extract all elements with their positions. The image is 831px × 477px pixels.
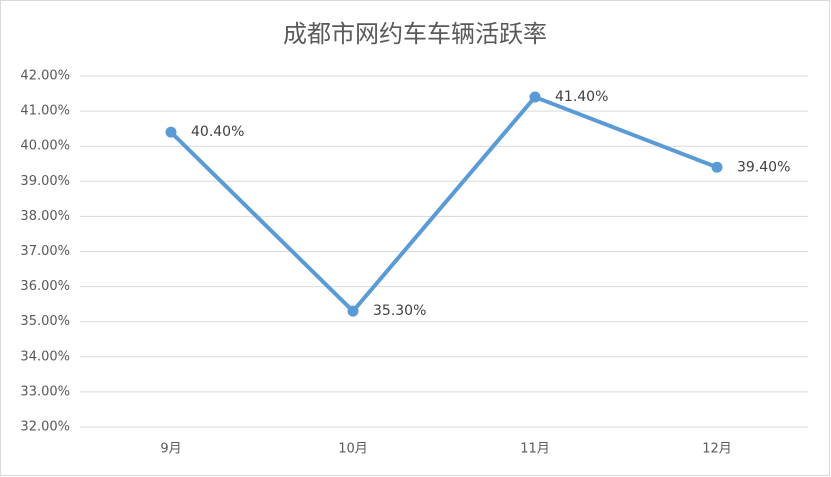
chart-title: 成都市网约车车辆活跃率 xyxy=(283,20,547,48)
y-tick-label: 42.00% xyxy=(20,69,70,84)
marker xyxy=(529,91,541,103)
y-tick-label: 37.00% xyxy=(20,244,70,259)
marker xyxy=(711,161,723,173)
data-label: 35.30% xyxy=(373,303,426,319)
marker xyxy=(347,305,359,317)
y-tick-label: 34.00% xyxy=(20,349,70,364)
line xyxy=(169,95,718,314)
data-label: 41.40% xyxy=(555,89,608,105)
y-tick-label: 39.00% xyxy=(20,174,70,189)
y-tick-label: 33.00% xyxy=(20,384,70,399)
x-tick-label: 12月 xyxy=(702,442,732,457)
marker xyxy=(165,126,177,138)
data-label: 39.40% xyxy=(737,159,790,175)
x-tick-label: 11月 xyxy=(520,442,550,457)
x-tick-label: 10月 xyxy=(338,442,368,457)
y-tick-label: 35.00% xyxy=(20,314,70,329)
y-tick-label: 32.00% xyxy=(20,420,70,435)
y-tick-label: 38.00% xyxy=(20,209,70,224)
y-tick-label: 36.00% xyxy=(20,279,70,294)
data-label: 40.40% xyxy=(191,124,244,140)
x-tick-label: 9月 xyxy=(160,442,181,457)
y-tick-label: 41.00% xyxy=(20,104,70,119)
y-tick-label: 40.00% xyxy=(20,139,70,154)
